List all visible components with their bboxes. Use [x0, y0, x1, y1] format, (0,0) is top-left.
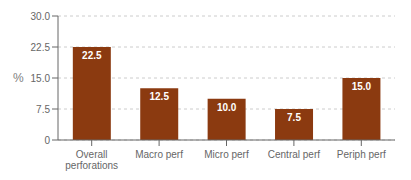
svg-text:Micro perf: Micro perf [204, 149, 249, 160]
svg-text:12.5: 12.5 [149, 91, 169, 102]
svg-text:7.5: 7.5 [287, 112, 301, 123]
svg-text:0: 0 [44, 135, 50, 146]
svg-text:10.0: 10.0 [217, 102, 237, 113]
svg-text:Macro perf: Macro perf [135, 149, 183, 160]
svg-text:30.0: 30.0 [31, 11, 51, 22]
svg-text:22.5: 22.5 [82, 50, 102, 61]
svg-text:22.5: 22.5 [31, 42, 51, 53]
svg-text:7.5: 7.5 [36, 104, 50, 115]
svg-text:15.0: 15.0 [31, 73, 51, 84]
svg-text:15.0: 15.0 [352, 81, 372, 92]
svg-text:%: % [13, 71, 24, 85]
svg-text:Periph perf: Periph perf [337, 149, 386, 160]
svg-text:Overallperforations: Overallperforations [65, 149, 118, 171]
svg-text:Central perf: Central perf [268, 149, 320, 160]
